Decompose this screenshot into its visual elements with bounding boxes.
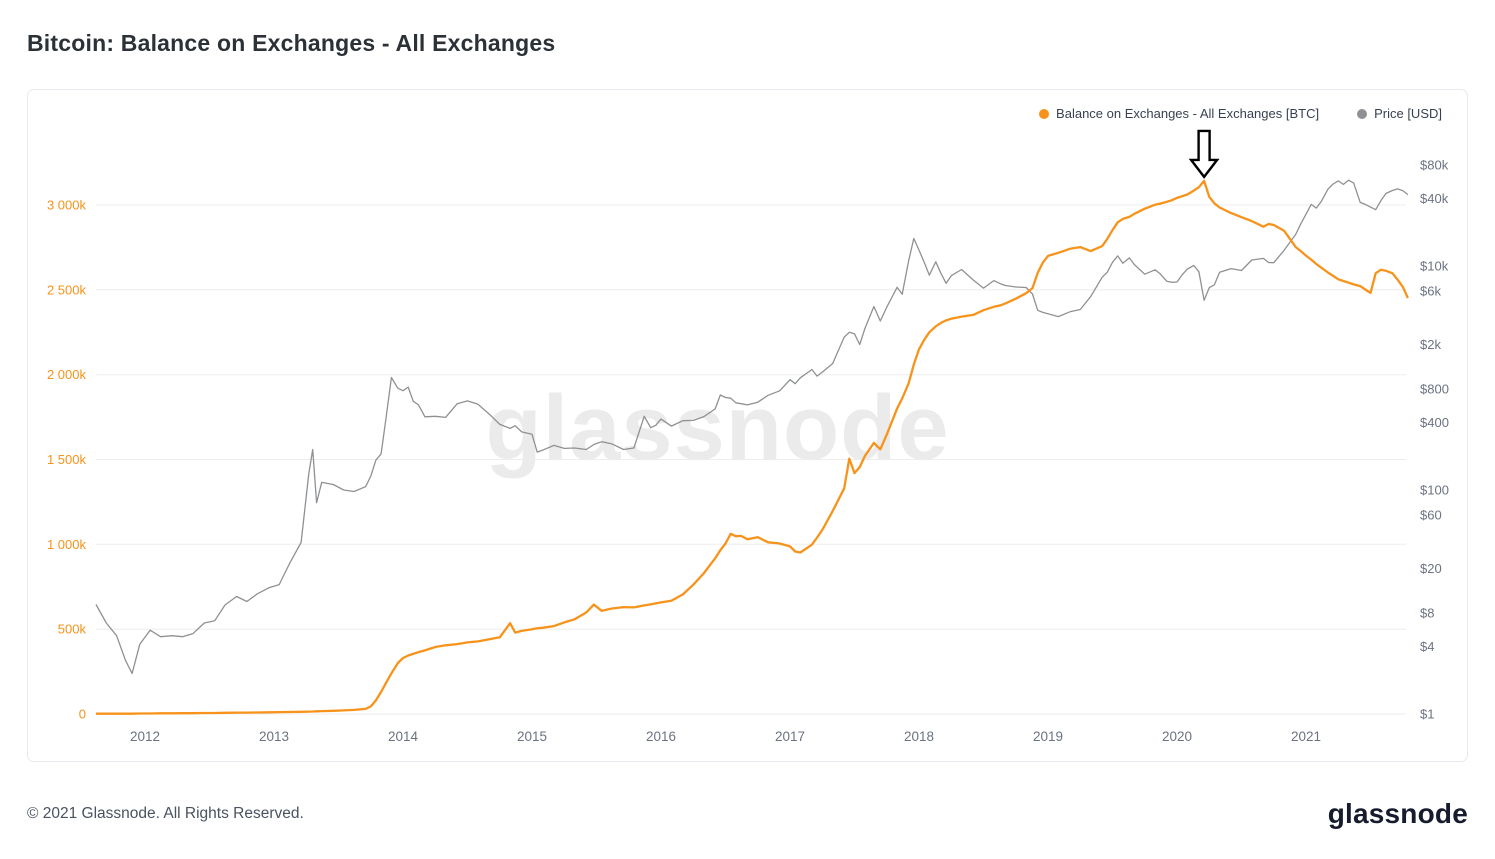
left-axis-tick-label: 500k <box>58 622 87 637</box>
right-axis-tick-label: $100 <box>1420 483 1449 498</box>
x-axis-tick-label: 2012 <box>130 729 160 744</box>
glassnode-logo: glassnode <box>1327 798 1468 829</box>
left-axis-tick-label: 3 000k <box>47 198 87 213</box>
legend-dot-price-icon <box>1357 108 1368 119</box>
page: Bitcoin: Balance on Exchanges - All Exch… <box>0 30 1495 836</box>
x-axis-tick-label: 2020 <box>1162 729 1192 744</box>
right-axis-tick-label: $800 <box>1420 381 1449 396</box>
right-axis-tick-label: $6k <box>1420 283 1441 298</box>
right-axis-tick-label: $10k <box>1420 259 1449 274</box>
x-axis-tick-label: 2013 <box>259 729 289 744</box>
copyright-text: © 2021 Glassnode. All Rights Reserved. <box>27 805 304 822</box>
price-line <box>95 179 1409 675</box>
legend-item-balance[interactable]: Balance on Exchanges - All Exchanges [BT… <box>1039 106 1319 121</box>
chart-legend: Balance on Exchanges - All Exchanges [BT… <box>1039 106 1442 121</box>
page-title: Bitcoin: Balance on Exchanges - All Exch… <box>27 30 556 56</box>
x-axis-tick-label: 2018 <box>904 729 934 744</box>
legend-dot-balance-icon <box>1039 108 1050 119</box>
left-axis-tick-label: 1 500k <box>47 452 87 467</box>
legend-label-price: Price [USD] <box>1374 106 1442 121</box>
chart-card: glassnode Balance on Exchanges - All Exc… <box>27 89 1468 762</box>
legend-item-price[interactable]: Price [USD] <box>1357 106 1442 121</box>
peak-arrow-annotation <box>1188 129 1220 179</box>
right-axis-tick-label: $20 <box>1420 561 1442 576</box>
right-axis-tick-label: $8 <box>1420 605 1434 620</box>
x-axis-tick-label: 2016 <box>646 729 676 744</box>
left-axis-tick-label: 1 000k <box>47 537 87 552</box>
page-footer: © 2021 Glassnode. All Rights Reserved. g… <box>27 792 1468 836</box>
left-axis-tick-label: 2 000k <box>47 367 87 382</box>
x-axis-tick-label: 2019 <box>1033 729 1063 744</box>
chart-canvas[interactable]: 0 500k 1 000k 1 500k 2 000k 2 500k 3 000k $80k $… <box>28 90 1469 763</box>
x-axis-tick-label: 2014 <box>388 729 419 744</box>
legend-label-balance: Balance on Exchanges - All Exchanges [BT… <box>1056 106 1320 121</box>
right-axis-tick-label: $2k <box>1420 337 1441 352</box>
left-axis-tick-label: 0 <box>79 707 86 722</box>
right-axis-tick-label: $80k <box>1420 157 1449 172</box>
right-axis-tick-label: $1 <box>1420 707 1434 722</box>
right-axis-tick-label: $4 <box>1420 639 1434 654</box>
x-axis-tick-label: 2015 <box>517 729 547 744</box>
right-axis-tick-label: $60 <box>1420 507 1442 522</box>
x-axis-tick-label: 2021 <box>1291 729 1321 744</box>
right-axis-tick-label: $40k <box>1420 191 1449 206</box>
x-axis-tick-label: 2017 <box>775 729 805 744</box>
left-axis-tick-label: 2 500k <box>47 282 87 297</box>
right-axis-tick-label: $400 <box>1420 415 1449 430</box>
balance-line <box>96 179 1409 715</box>
